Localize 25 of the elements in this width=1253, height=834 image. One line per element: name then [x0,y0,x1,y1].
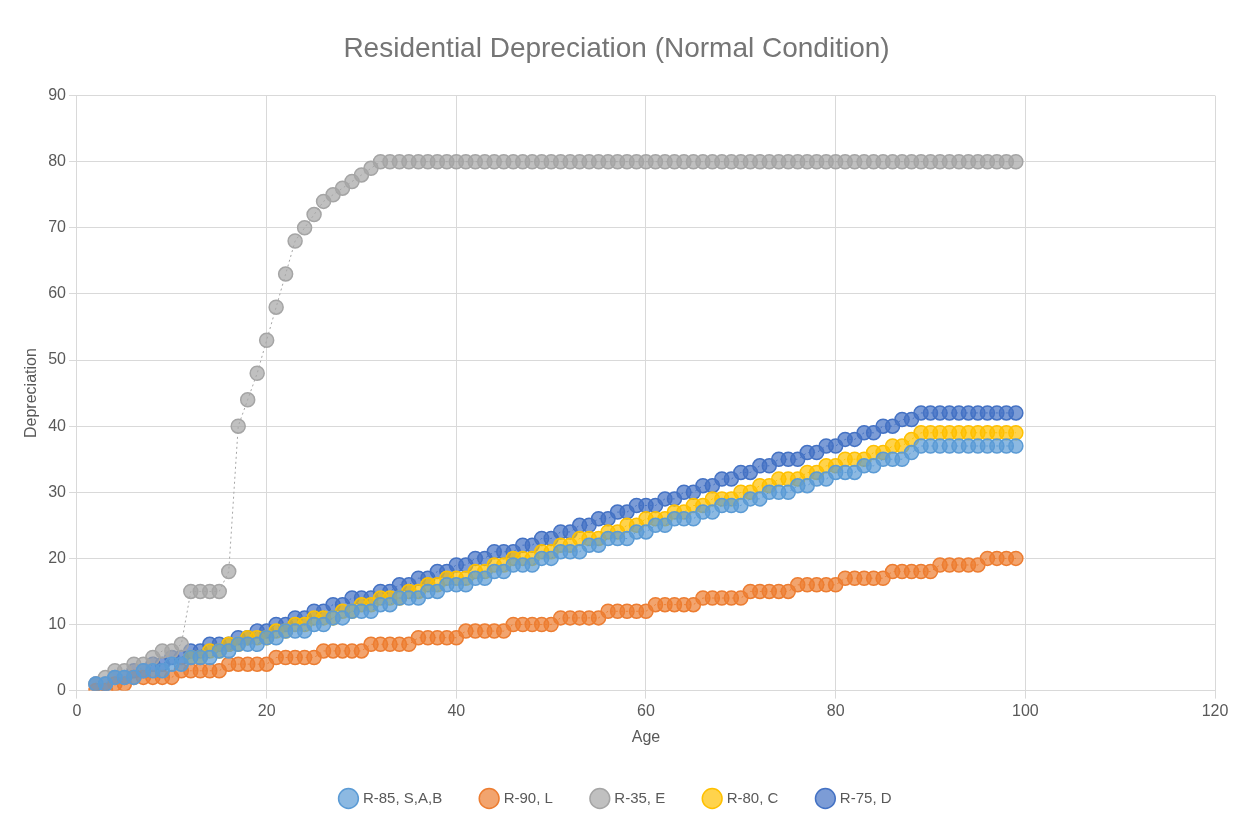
legend-label: R-85, S,A,B [362,788,443,806]
chart-title: Residential Depreciation (Normal Condition) [343,31,890,63]
legend-label: R-75, D [839,788,892,806]
x-tick-label: 60 [637,701,655,719]
y-tick-label: 70 [48,218,67,236]
x-tick-label: 0 [72,701,82,719]
x-tick-label: 120 [1201,701,1229,719]
y-tick-label: 0 [57,681,67,699]
x-axis-title: Age [631,727,661,745]
y-axis-title: Depreciation [22,348,40,439]
y-tick-label: 80 [48,152,67,170]
y-tick-label: 30 [48,482,67,500]
y-tick-label: 60 [48,284,67,302]
x-tick-label: 40 [447,701,466,719]
legend-label: R-90, L [503,788,553,806]
y-tick-label: 20 [48,548,67,566]
x-tick-label: 20 [257,701,276,719]
legend-label: R-80, C [726,788,779,806]
legend-label: R-35, E [614,788,666,806]
x-tick-label: 100 [1011,701,1039,719]
y-tick-label: 50 [48,350,67,368]
x-tick-label: 80 [826,701,845,719]
y-tick-label: 10 [48,614,67,632]
y-tick-label: 90 [48,86,67,104]
y-tick-label: 40 [48,416,67,434]
